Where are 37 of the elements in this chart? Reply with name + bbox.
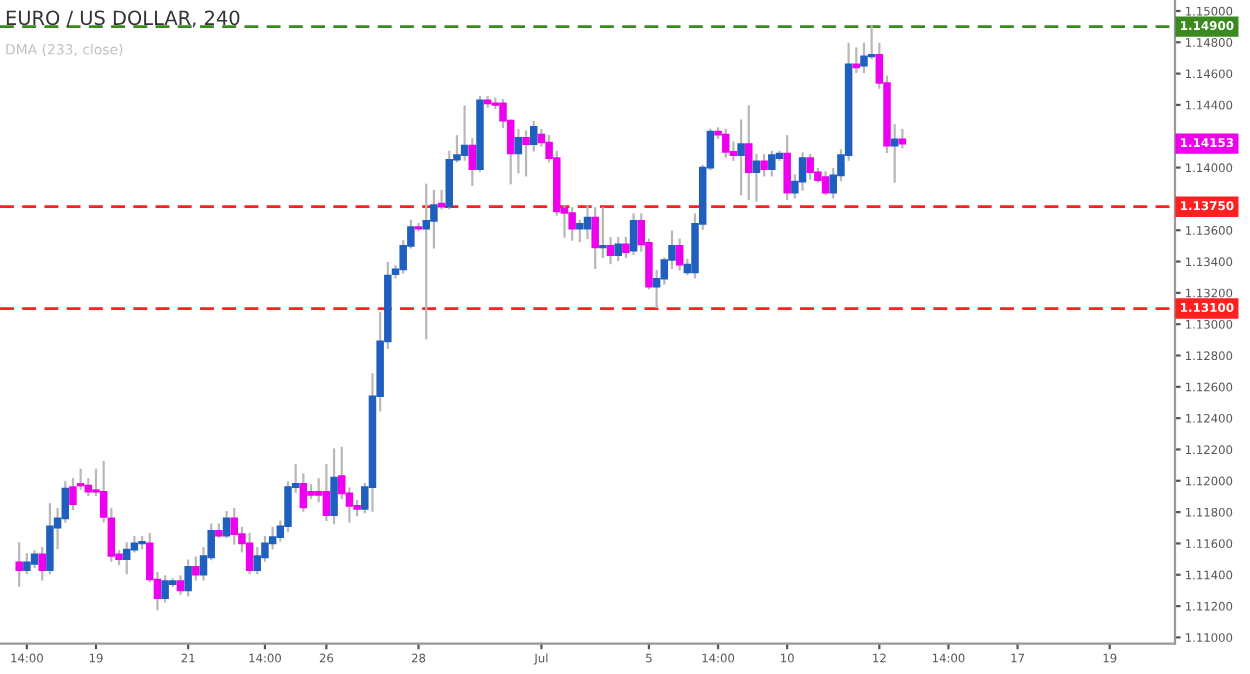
candlestick bbox=[38, 547, 46, 581]
candlestick bbox=[230, 507, 238, 545]
candlestick bbox=[783, 135, 791, 201]
candlestick bbox=[614, 236, 622, 262]
candlestick bbox=[721, 128, 730, 158]
candlestick bbox=[768, 150, 776, 177]
candlestick bbox=[599, 207, 607, 258]
candlestick bbox=[460, 105, 469, 161]
candlestick bbox=[245, 532, 254, 575]
chart-title: EURO / US DOLLAR, 240 bbox=[6, 10, 240, 28]
candlestick bbox=[161, 575, 169, 603]
candlestick bbox=[522, 130, 530, 177]
candlestick bbox=[675, 238, 684, 271]
candlestick bbox=[591, 207, 599, 269]
candlestick bbox=[514, 128, 523, 174]
candlestick bbox=[629, 213, 638, 255]
candlestick bbox=[806, 153, 814, 180]
candlestick bbox=[752, 153, 761, 202]
candlestick bbox=[46, 503, 54, 575]
candlestick bbox=[192, 556, 200, 581]
candlestick bbox=[745, 105, 753, 201]
candlestick bbox=[576, 219, 584, 243]
candlestick bbox=[184, 559, 192, 597]
candlestick bbox=[322, 464, 331, 522]
candlestick bbox=[122, 542, 131, 575]
candlestick bbox=[222, 511, 231, 539]
candlestick bbox=[23, 553, 31, 575]
candlestick bbox=[852, 47, 861, 74]
candlestick bbox=[737, 119, 745, 196]
candlestick bbox=[422, 183, 430, 340]
candlestick bbox=[15, 542, 23, 587]
candlestick bbox=[583, 205, 592, 240]
candlestick bbox=[821, 171, 830, 196]
candlestick bbox=[760, 153, 768, 177]
candlestick bbox=[330, 448, 338, 525]
candlestick bbox=[798, 152, 807, 191]
candlestick bbox=[568, 207, 576, 241]
